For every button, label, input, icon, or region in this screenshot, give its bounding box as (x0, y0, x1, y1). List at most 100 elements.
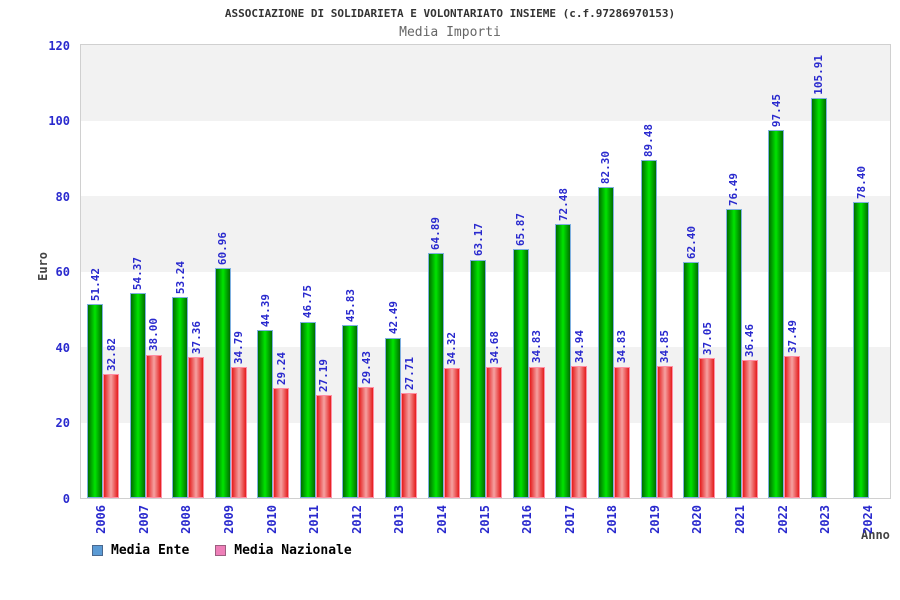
bar-value-label: 63.17 (471, 223, 485, 257)
bar-media-nazionale-2008 (188, 356, 205, 498)
bar-media-nazionale-2007 (145, 354, 162, 498)
bar-value-label: 38.00 (147, 318, 161, 352)
x-tick-label-2020: 2020 (690, 505, 705, 534)
bar-media-ente-2014 (427, 253, 444, 498)
bar-value-label: 34.68 (487, 330, 501, 365)
bar-value-label: 37.05 (700, 322, 714, 356)
bar-value-label: 72.48 (556, 188, 570, 222)
x-tick-label-2021: 2021 (732, 505, 747, 534)
bar-media-ente-2023 (810, 98, 827, 498)
x-tick-label-2022: 2022 (775, 505, 790, 534)
bar-media-ente-2016 (512, 249, 529, 498)
bar-value-label: 44.39 (258, 294, 272, 328)
bar-value-label: 42.49 (386, 301, 400, 335)
bar-value-label: 34.79 (232, 330, 246, 364)
bar-media-ente-2012 (342, 325, 359, 498)
bar-value-label: 37.49 (785, 320, 799, 354)
x-tick-label-2023: 2023 (818, 505, 833, 534)
bar-value-label: 45.83 (343, 288, 357, 322)
legend-item-media-nazionale: Media Nazionale (215, 543, 352, 558)
bar-media-nazionale-2010 (273, 387, 290, 498)
bar-value-label: 62.40 (684, 226, 698, 260)
bar-value-label: 29.43 (359, 350, 373, 384)
x-tick-label-2012: 2012 (349, 505, 364, 534)
bar-value-label: 29.24 (274, 351, 288, 385)
bar-media-nazionale-2017 (571, 366, 588, 498)
bar-value-label: 65.87 (514, 213, 528, 247)
bar-value-label: 105.91 (812, 55, 826, 96)
bar-media-nazionale-2011 (315, 395, 332, 498)
bar-media-nazionale-2021 (741, 360, 758, 498)
x-axis-title: Anno (861, 528, 890, 542)
bar-media-ente-2006 (87, 303, 103, 498)
bar-value-label: 54.37 (131, 256, 145, 290)
bar-value-label: 89.48 (642, 124, 656, 158)
y-tick-label-0: 0 (62, 491, 70, 506)
bar-media-nazionale-2016 (528, 366, 545, 498)
legend-swatch-media-nazionale-icon (215, 545, 227, 556)
bar-value-label: 27.19 (317, 359, 331, 393)
bar-value-label: 53.24 (173, 260, 187, 295)
bar-media-ente-2008 (172, 297, 189, 498)
bar-value-label: 97.45 (769, 94, 783, 128)
bar-media-nazionale-2022 (784, 356, 801, 498)
x-tick-label-2010: 2010 (264, 505, 279, 534)
bar-media-ente-2010 (257, 330, 274, 498)
plot-area: 51.42 32.82 54.37 38.00 53.24 37.36 60.96 34.79… (80, 44, 891, 499)
bar-value-label: 64.89 (429, 216, 443, 251)
x-tick-label-2016: 2016 (520, 505, 535, 534)
grid-band (81, 196, 890, 272)
bar-media-ente-2013 (385, 337, 402, 498)
bar-value-label: 34.83 (530, 330, 544, 364)
y-tick-label-80: 80 (55, 189, 70, 204)
bar-value-label: 32.82 (104, 337, 118, 372)
bar-media-ente-2021 (725, 209, 742, 498)
bar-value-label: 36.46 (743, 324, 757, 358)
bar-media-ente-2017 (555, 224, 572, 498)
x-tick-label-2007: 2007 (136, 505, 151, 534)
bar-value-label: 37.36 (189, 320, 203, 354)
chart-title: ASSOCIAZIONE DI SOLIDARIETA E VOLONTARIA… (224, 7, 676, 20)
legend-swatch-media-ente-icon (92, 545, 103, 556)
x-tick-label-2008: 2008 (179, 505, 194, 534)
x-tick-label-2024: 2024 (860, 505, 875, 534)
bar-media-nazionale-2012 (358, 386, 375, 498)
bar-value-label: 51.42 (88, 267, 102, 301)
bar-media-nazionale-2020 (699, 358, 716, 498)
legend: Media Ente Media Nazionale (92, 543, 378, 558)
bar-media-ente-2022 (768, 130, 785, 498)
x-tick-label-2015: 2015 (477, 505, 492, 534)
x-tick-label-2018: 2018 (605, 505, 620, 534)
y-tick-label-60: 60 (55, 265, 70, 279)
bar-media-nazionale-2006 (103, 374, 119, 498)
bar-value-label: 82.30 (599, 151, 613, 185)
bar-value-label: 46.75 (301, 285, 315, 319)
grid-band (81, 120, 890, 196)
bar-media-ente-2007 (129, 292, 146, 498)
bar-media-ente-2015 (470, 259, 487, 498)
x-tick-label-2017: 2017 (562, 505, 577, 534)
bar-value-label: 34.94 (572, 329, 586, 364)
bar-media-nazionale-2019 (656, 366, 673, 498)
legend-label-media-ente: Media Ente (111, 543, 190, 558)
y-tick-label-100: 100 (48, 114, 70, 128)
bar-media-nazionale-2018 (613, 366, 630, 498)
x-tick-label-2019: 2019 (647, 505, 662, 534)
bar-media-nazionale-2015 (486, 367, 503, 498)
bar-value-label: 27.71 (402, 357, 416, 391)
y-tick-label-40: 40 (55, 340, 70, 355)
bar-media-ente-2018 (597, 187, 614, 498)
bar-media-ente-2011 (299, 321, 316, 498)
legend-item-media-ente: Media Ente (92, 543, 189, 558)
bar-value-label: 76.49 (727, 173, 741, 207)
bar-media-nazionale-2009 (230, 366, 247, 498)
bar-media-ente-2019 (640, 160, 657, 498)
x-tick-label-2014: 2014 (434, 505, 449, 534)
x-tick-label-2009: 2009 (222, 505, 237, 534)
chart-subtitle: Media Importi (399, 25, 501, 40)
bar-value-label: 34.85 (658, 330, 672, 364)
grid-band (81, 45, 890, 121)
x-tick-label-2011: 2011 (307, 505, 322, 534)
y-tick-label-20: 20 (55, 416, 70, 430)
